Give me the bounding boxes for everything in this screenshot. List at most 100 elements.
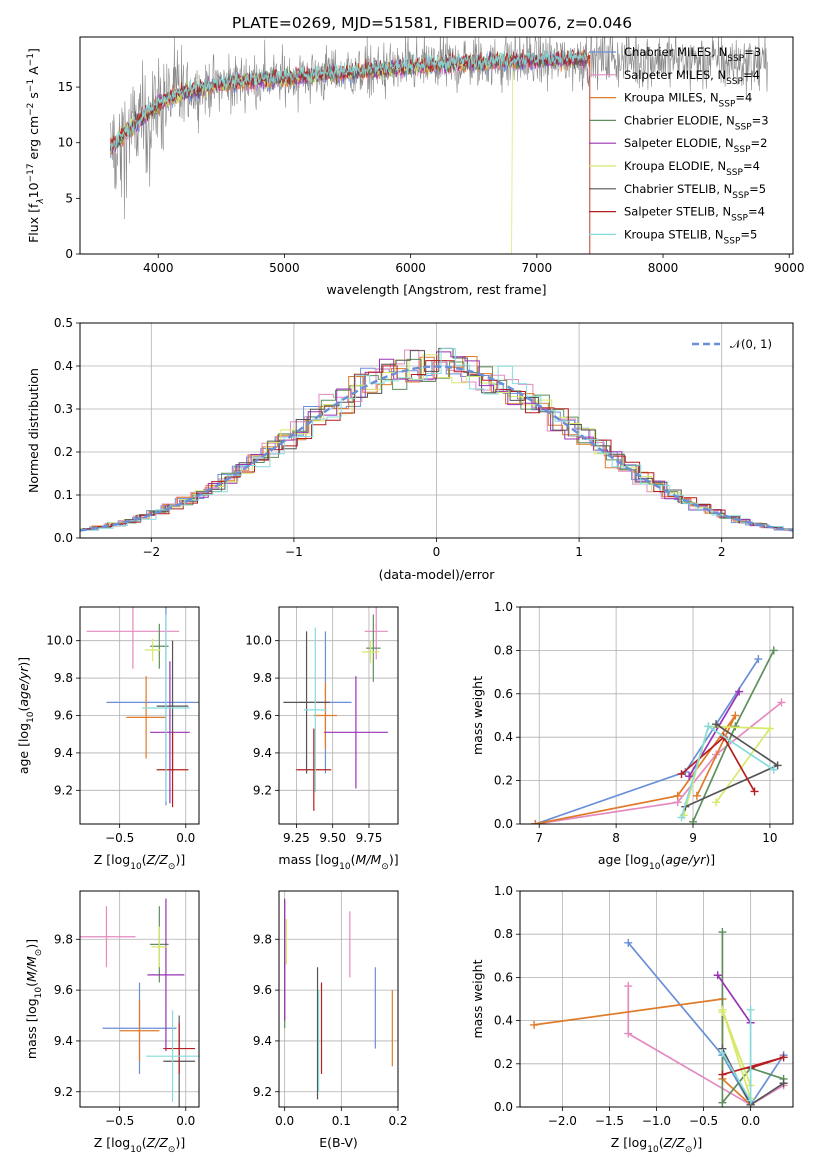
y-tick-label: 9.6 xyxy=(54,709,73,723)
age_vs_Z-points xyxy=(86,607,199,808)
x-tick-label: 0.0 xyxy=(176,1114,195,1128)
weight-marker-5 xyxy=(718,1005,727,1014)
x-tick-label: 9.75 xyxy=(356,831,383,845)
weight-marker-8 xyxy=(718,1049,727,1057)
y-tick-label: 0.3 xyxy=(54,402,73,416)
weight-marker-0 xyxy=(754,655,763,664)
y-tick-label: 1.0 xyxy=(494,600,513,614)
x-tick-label: −0.5 xyxy=(105,1114,134,1128)
x-axis-label: Z [log10(Z/Z⊙)] xyxy=(94,1135,185,1155)
mass_vs_Z-points xyxy=(80,898,199,1107)
observed-spectrum xyxy=(110,37,768,220)
legend-entry-0: Chabrier MILES, NSSP=3 xyxy=(624,45,761,64)
y-tick-label: 9.8 xyxy=(54,671,73,685)
y-tick-label: 0.4 xyxy=(54,359,73,373)
legend-entry-8: Kroupa STELIB, NSSP=5 xyxy=(624,227,757,246)
y-axis-label: Flux [fλ10−17 erg cm−2 s−1 A−1] xyxy=(26,48,46,243)
x-axis-label: wavelength [Angstrom, rest frame] xyxy=(326,282,546,297)
x-axis-label: Z [log10(Z/Z⊙)] xyxy=(611,1135,702,1155)
x-tick-label: 0 xyxy=(433,545,441,559)
x-tick-label: −1.0 xyxy=(642,1114,671,1128)
weight-marker-1 xyxy=(777,698,786,707)
weight-line-1 xyxy=(627,986,785,1106)
weight-marker-0 xyxy=(624,938,633,947)
y-tick-label: 10.0 xyxy=(46,634,73,648)
weight-marker-7 xyxy=(677,770,686,779)
x-tick-label: 4000 xyxy=(143,261,174,275)
legend-entry-5: Kroupa ELODIE, NSSP=4 xyxy=(624,159,760,178)
spectrum-lines xyxy=(109,37,768,254)
mass_vs_EBV-points xyxy=(284,898,393,1100)
y-tick-label: 9.2 xyxy=(253,1085,272,1099)
y-tick-label: 9.6 xyxy=(253,983,272,997)
weight-marker-6 xyxy=(773,761,782,770)
x-tick-label: 7 xyxy=(535,831,543,845)
y-tick-label: 0.0 xyxy=(54,531,73,545)
weight-marker-8 xyxy=(746,1005,755,1014)
weight-marker-3 xyxy=(731,722,740,731)
y-tick-label: 9.4 xyxy=(54,1034,73,1048)
axes-frame xyxy=(79,322,794,539)
x-tick-label: 0.0 xyxy=(275,1114,294,1128)
weight-marker-2 xyxy=(530,1020,539,1029)
x-tick-label: −0.5 xyxy=(689,1114,718,1128)
axes-frame xyxy=(278,606,399,825)
weight-marker-5 xyxy=(765,724,774,733)
y-tick-label: 9.2 xyxy=(54,783,73,797)
x-tick-label: 7000 xyxy=(522,261,553,275)
y-tick-label: 9.2 xyxy=(253,783,272,797)
y-tick-label: 9.8 xyxy=(54,932,73,946)
weight-marker-6 xyxy=(712,720,721,729)
hist-series-6 xyxy=(82,347,793,530)
x-tick-label: 9 xyxy=(689,831,697,845)
y-tick-label: 0.6 xyxy=(494,687,513,701)
x-tick-label: 1 xyxy=(575,545,583,559)
y-tick-label: 0.2 xyxy=(494,1057,513,1071)
weight-marker-8 xyxy=(704,722,713,731)
weight-line-0 xyxy=(535,658,760,824)
y-tick-label: 0.8 xyxy=(494,927,513,941)
x-axis-label: (data-model)/error xyxy=(379,567,496,582)
y-tick-label: 0.0 xyxy=(494,1100,513,1114)
x-tick-label: −1.5 xyxy=(595,1114,624,1128)
x-tick-label: 10 xyxy=(762,831,777,845)
legend-gaussian-label: 𝒩(0, 1) xyxy=(730,337,772,351)
x-tick-label: 0.2 xyxy=(388,1114,407,1128)
y-tick-label: 9.8 xyxy=(253,671,272,685)
x-tick-label: −1 xyxy=(285,545,303,559)
weight-line-2 xyxy=(533,998,752,1106)
axes-frame xyxy=(519,606,794,825)
legend-entry-4: Salpeter ELODIE, NSSP=2 xyxy=(624,136,767,155)
weight-marker-1 xyxy=(624,982,633,991)
y-tick-label: 0.0 xyxy=(494,817,513,831)
weight-marker-2 xyxy=(731,711,740,720)
y-tick-label: 9.4 xyxy=(54,746,73,760)
weight-marker-1 xyxy=(624,1029,633,1038)
y-tick-label: 5 xyxy=(65,191,73,205)
y-tick-label: 9.8 xyxy=(253,932,272,946)
x-tick-label: 0.0 xyxy=(741,1114,760,1128)
gaussian-curve xyxy=(80,365,793,532)
x-tick-label: −2 xyxy=(142,545,160,559)
y-tick-label: 0.5 xyxy=(54,316,73,330)
weight-line-2 xyxy=(535,715,737,824)
legend-entry-3: Chabrier ELODIE, NSSP=3 xyxy=(624,113,769,132)
y-tick-label: 9.2 xyxy=(54,1085,73,1099)
x-axis-label: Z [log10(Z/Z⊙)] xyxy=(94,852,185,872)
y-tick-label: 10.0 xyxy=(245,634,272,648)
y-tick-label: 1.0 xyxy=(494,884,513,898)
y-tick-label: 0.4 xyxy=(494,730,513,744)
weight-marker-2 xyxy=(692,791,701,800)
x-tick-label: 9.50 xyxy=(319,831,346,845)
axes-frame xyxy=(79,36,794,255)
x-tick-label: 9.25 xyxy=(283,831,310,845)
y-tick-label: 9.6 xyxy=(54,983,73,997)
legend-entry-2: Kroupa MILES, NSSP=4 xyxy=(624,91,752,110)
weight-line-0 xyxy=(627,942,785,1107)
weight-marker-8 xyxy=(769,765,778,774)
model-spectrum-8 xyxy=(109,48,588,153)
weight-line-8 xyxy=(680,725,775,818)
x-tick-label: 5000 xyxy=(269,261,300,275)
y-axis-label: mass weight xyxy=(470,676,485,755)
